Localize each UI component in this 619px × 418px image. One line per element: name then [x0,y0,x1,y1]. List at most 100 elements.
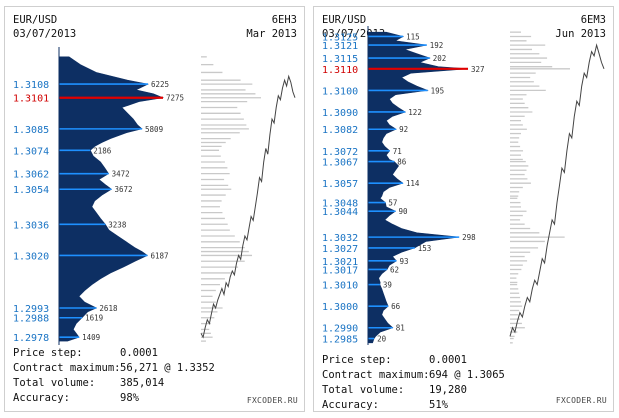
volume-label: 81 [396,324,405,333]
date-label: 03/07/2013 [13,28,76,40]
ghost-profile [510,31,570,344]
price-tick-label: 1.3108 [13,80,49,91]
volume-label: 114 [406,179,420,188]
volume-label: 327 [471,65,485,74]
footer-value: 0.0001 [120,347,158,359]
footer-value: 0.0001 [429,354,467,366]
volume-label: 115 [406,32,420,41]
footer-value: 694 @ 1.3065 [429,369,505,381]
footer-row-contract-max: Contract maximum: 56,271 @ 1.3352 [13,362,303,376]
volume-label: 39 [383,281,392,290]
price-tick-label: 1.2990 [322,324,358,335]
footer-row-price-step: Price step: 0.0001 [322,354,612,368]
footer-value: 51% [429,399,448,411]
volume-label: 71 [393,147,402,156]
footer-value: 385,014 [120,377,165,389]
footer-row-contract-max: Contract maximum: 694 @ 1.3065 [322,369,612,383]
volume-label: 3472 [112,170,130,179]
footer-label: Total volume: [322,384,405,396]
price-tick-label: 1.2978 [13,333,49,344]
volume-label: 2618 [99,304,118,313]
price-tick-label: 1.2985 [322,335,358,346]
volume-label: 6225 [151,80,169,89]
expiry-label: Jun 2013 [555,28,606,40]
volume-profile-chart: EUR/USD 03/07/2013 6EH3 Mar 2013 6225 7275 580… [13,14,297,345]
price-tick-label: 1.3000 [322,302,358,313]
volume-label: 66 [391,302,401,311]
price-tick-label: 1.3036 [13,220,49,231]
volume-label: 1619 [85,314,103,323]
footer-label: Contract maximum: [322,369,430,381]
footer-row-accuracy: Accuracy: 98% [13,392,303,406]
volume-label: 5809 [145,125,163,134]
footer-value: 56,271 @ 1.3352 [120,362,215,374]
footer-row-total-volume: Total volume: 385,014 [13,377,303,391]
price-path-line [509,43,605,337]
price-tick-label: 1.3017 [322,265,358,276]
footer-row-total-volume: Total volume: 19,280 [322,384,612,398]
price-tick-label: 1.3027 [322,244,358,255]
volume-profile-area [58,56,165,342]
price-tick-label: 1.3110 [322,65,358,76]
volume-label: 20 [377,335,387,344]
price-tick-label: 1.3021 [322,257,358,268]
footer-label: Total volume: [13,377,96,389]
price-tick-label: 1.3090 [322,108,358,119]
volume-label: 3238 [108,220,127,229]
footer-label: Accuracy: [13,392,70,404]
volume-label: 153 [418,244,432,253]
footer-label: Accuracy: [322,399,379,411]
volume-label: 57 [388,199,397,208]
volume-label: 93 [399,257,408,266]
brand-watermark[interactable]: FXCODER.RU [555,396,607,405]
price-tick-label: 1.3062 [13,170,49,181]
volume-label: 122 [408,108,422,117]
price-tick-label: 1.3100 [322,86,358,97]
footer-row-price-step: Price step: 0.0001 [13,347,303,361]
price-tick-label: 1.3054 [13,185,49,196]
volume-label: 195 [431,86,445,95]
volume-label: 1409 [82,333,100,342]
brand-watermark[interactable]: FXCODER.RU [246,396,298,405]
volume-label: 202 [433,54,447,63]
price-tick-label: 1.3082 [322,125,358,136]
volume-profile-area [367,31,469,344]
volume-label: 3672 [114,185,132,194]
price-tick-label: 1.2993 [13,304,49,315]
market-profile-panel-jun: EUR/USD 03/07/2013 6EM3 Jun 2013 115 192 202 32… [313,6,614,412]
footer-value: 98% [120,392,139,404]
volume-label: 298 [462,233,476,242]
price-tick-label: 1.3067 [322,158,358,169]
volume-label: 192 [430,41,444,50]
price-tick-label: 1.3121 [322,41,358,52]
price-tick-label: 1.3074 [13,146,49,157]
footer-label: Price step: [13,347,83,359]
price-tick-label: 1.3044 [322,207,358,218]
volume-label: 90 [399,207,409,216]
price-path-line [200,74,296,339]
market-profile-panel-mar: EUR/USD 03/07/2013 6EH3 Mar 2013 6225 7275 580… [4,6,305,412]
contract-label: 6EM3 [581,14,606,26]
volume-label: 6187 [150,251,168,260]
price-tick-label: 1.3032 [322,233,358,244]
price-tick-label: 1.3115 [322,54,358,65]
price-tick-label: 1.3101 [13,94,49,105]
volume-label: 2186 [93,146,112,155]
price-tick-label: 1.3048 [322,199,358,210]
pair-label: EUR/USD [322,14,366,26]
footer-row-accuracy: Accuracy: 51% [322,399,612,413]
volume-label: 86 [397,158,407,167]
price-tick-label: 1.3072 [322,147,358,158]
volume-label: 7275 [166,94,184,103]
price-tick-label: 1.3085 [13,125,49,136]
footer-label: Price step: [322,354,392,366]
price-tick-label: 1.3057 [322,179,358,190]
price-tick-label: 1.3125 [322,32,358,43]
footer-label: Contract maximum: [13,362,121,374]
price-tick-label: 1.3020 [13,251,49,262]
pair-label: EUR/USD [13,14,57,26]
expiry-label: Mar 2013 [246,28,297,40]
ghost-profile [201,56,261,342]
footer-value: 19,280 [429,384,467,396]
